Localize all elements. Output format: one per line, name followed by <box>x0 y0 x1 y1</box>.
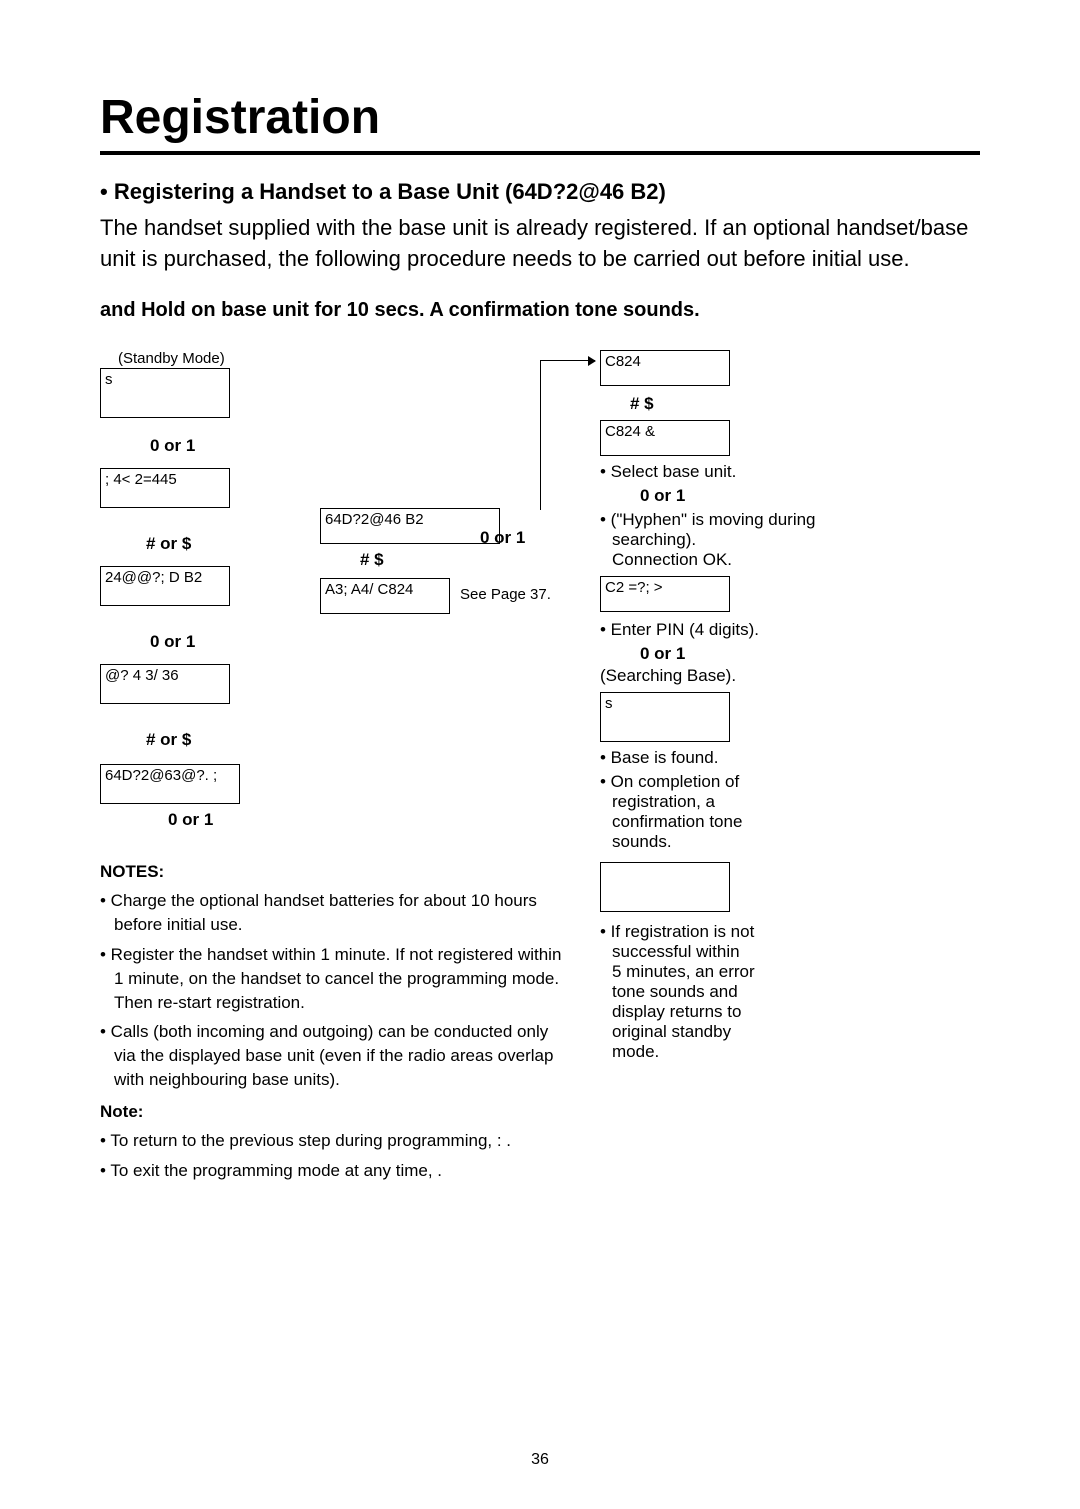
box-6: 64D?2@46 B2 <box>320 508 500 544</box>
notes-block: NOTES: • Charge the optional handset bat… <box>100 850 570 1092</box>
hold-instruction: and Hold on base unit for 10 secs. A con… <box>100 299 980 322</box>
section-heading: • Registering a Handset to a Base Unit (… <box>100 179 980 205</box>
fail-1: • If registration is not <box>600 922 880 942</box>
fail-6: original standby <box>600 1022 880 1042</box>
note-heading-2: Note: <box>100 1100 980 1124</box>
step-or-mid: 0 or 1 <box>480 528 525 548</box>
hyphen-line2: searching). <box>600 530 880 550</box>
step-or-1: 0 or 1 <box>150 436 195 456</box>
page-number: 36 <box>0 1451 1080 1469</box>
oncomp-3: confirmation tone <box>600 812 880 832</box>
page-title: Registration <box>100 90 980 155</box>
box-8: C824 <box>600 350 730 386</box>
hyphen-line3: Connection OK. <box>600 550 880 570</box>
step-or-hs-2: # or $ <box>146 730 191 750</box>
step-or-5: 0 or 1 <box>640 644 880 664</box>
box-5: 64D?2@63@?. ; <box>100 764 240 804</box>
box-4: @? 4 3/ 36 <box>100 664 230 704</box>
right-column: C824 # $ C824 & • Select base unit. 0 or… <box>600 350 880 1062</box>
intro-text: The handset supplied with the base unit … <box>100 213 980 275</box>
box-2: ; 4< 2=445 <box>100 468 230 508</box>
fail-7: mode. <box>600 1042 880 1062</box>
note-2: • Register the handset within 1 minute. … <box>100 943 570 1014</box>
box-10: C2 =?; > <box>600 576 730 612</box>
base-found-text: • Base is found. <box>600 748 880 768</box>
hs-right: # $ <box>630 394 880 414</box>
arrow-h-1 <box>540 360 595 361</box>
fail-4: tone sounds and <box>600 982 880 1002</box>
see-page: See Page 37. <box>460 586 551 603</box>
step-or-4: 0 or 1 <box>640 486 880 506</box>
box-final <box>600 862 730 912</box>
step-or-3: 0 or 1 <box>168 810 213 830</box>
box-9: C824 & <box>600 420 730 456</box>
box-11: s <box>600 692 730 742</box>
select-base-text: • Select base unit. <box>600 462 880 482</box>
enter-pin-text: • Enter PIN (4 digits). <box>600 620 880 640</box>
box-standby: s <box>100 368 230 418</box>
oncomp-4: sounds. <box>600 832 880 852</box>
oncomp-2: registration, a <box>600 792 880 812</box>
fail-5: display returns to <box>600 1002 880 1022</box>
footer-notes: Note: • To return to the previous step d… <box>100 1100 980 1183</box>
arrow-v-1 <box>540 360 541 510</box>
note-4: • To return to the previous step during … <box>100 1129 980 1153</box>
note-5: • To exit the programming mode at any ti… <box>100 1159 980 1183</box>
notes-heading: NOTES: <box>100 860 570 884</box>
step-or-2: 0 or 1 <box>150 632 195 652</box>
box-7: A3; A4/ C824 <box>320 578 450 614</box>
hs-center: # $ <box>360 550 384 570</box>
fail-3: 5 minutes, an error <box>600 962 880 982</box>
box-3: 24@@?; D B2 <box>100 566 230 606</box>
standby-label: (Standby Mode) <box>118 350 225 367</box>
note-3: • Calls (both incoming and outgoing) can… <box>100 1020 570 1091</box>
note-1: • Charge the optional handset batteries … <box>100 889 570 937</box>
oncomp-1: • On completion of <box>600 772 880 792</box>
fail-2: successful within <box>600 942 880 962</box>
searching-text: (Searching Base). <box>600 666 880 686</box>
hyphen-line1: • ("Hyphen" is moving during <box>600 510 880 530</box>
step-or-hs-1: # or $ <box>146 534 191 554</box>
flow-diagram: (Standby Mode) s 0 or 1 ; 4< 2=445 # or … <box>100 350 980 1070</box>
